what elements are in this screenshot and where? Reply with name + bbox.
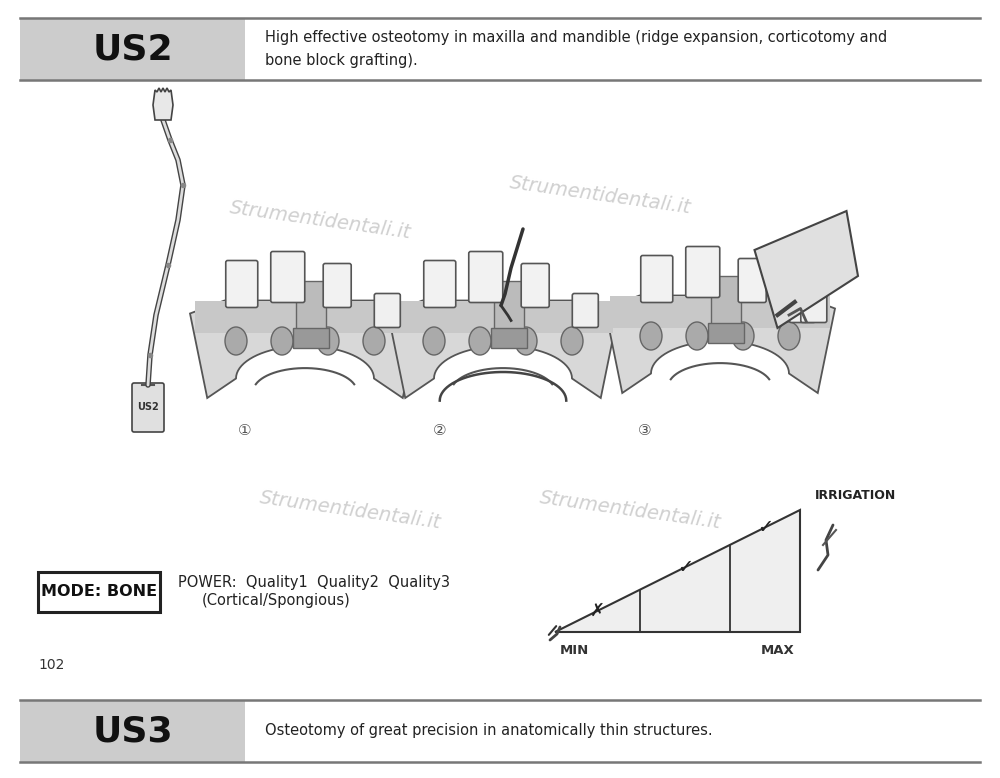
FancyBboxPatch shape <box>801 283 827 323</box>
Text: MAX: MAX <box>761 644 795 657</box>
FancyBboxPatch shape <box>521 264 549 307</box>
FancyBboxPatch shape <box>271 251 305 303</box>
Ellipse shape <box>561 327 583 355</box>
FancyBboxPatch shape <box>132 383 164 432</box>
FancyBboxPatch shape <box>323 264 351 307</box>
Ellipse shape <box>778 322 800 350</box>
Ellipse shape <box>271 327 293 355</box>
Text: Strumentidentali.it: Strumentidentali.it <box>258 488 442 532</box>
FancyBboxPatch shape <box>38 572 160 612</box>
FancyBboxPatch shape <box>610 296 830 328</box>
Text: IRRIGATION: IRRIGATION <box>815 489 896 502</box>
FancyBboxPatch shape <box>572 293 598 328</box>
FancyBboxPatch shape <box>494 281 524 335</box>
Text: MODE: BONE: MODE: BONE <box>41 584 157 600</box>
Text: POWER:  Quality1  Quality2  Quality3: POWER: Quality1 Quality2 Quality3 <box>178 574 450 590</box>
FancyBboxPatch shape <box>424 261 456 307</box>
FancyBboxPatch shape <box>195 300 415 333</box>
FancyBboxPatch shape <box>20 18 245 80</box>
Text: Osteotomy of great precision in anatomically thin structures.: Osteotomy of great precision in anatomic… <box>265 724 713 738</box>
Text: ✓: ✓ <box>757 518 773 537</box>
Ellipse shape <box>225 327 247 355</box>
Text: US2: US2 <box>92 32 173 66</box>
Ellipse shape <box>469 327 491 355</box>
FancyBboxPatch shape <box>296 281 326 335</box>
Text: ✓: ✓ <box>677 558 693 576</box>
Text: ✗: ✗ <box>590 602 605 620</box>
Text: Strumentidentali.it: Strumentidentali.it <box>508 173 692 217</box>
Polygon shape <box>153 88 173 120</box>
FancyBboxPatch shape <box>789 289 815 323</box>
Text: MIN: MIN <box>560 644 589 657</box>
Text: US3: US3 <box>92 714 173 748</box>
FancyBboxPatch shape <box>226 261 258 307</box>
Polygon shape <box>190 300 420 398</box>
Text: Strumentidentali.it: Strumentidentali.it <box>538 488 722 532</box>
Text: ①: ① <box>238 422 252 437</box>
Ellipse shape <box>686 322 708 350</box>
Polygon shape <box>388 300 618 398</box>
Text: High effective osteotomy in maxilla and mandible (ridge expansion, corticotomy a: High effective osteotomy in maxilla and … <box>265 30 887 68</box>
FancyBboxPatch shape <box>469 251 503 303</box>
Ellipse shape <box>640 322 662 350</box>
Text: ②: ② <box>433 422 447 437</box>
FancyBboxPatch shape <box>20 700 245 762</box>
Polygon shape <box>605 296 835 393</box>
Text: Strumentidentali.it: Strumentidentali.it <box>228 198 412 242</box>
Ellipse shape <box>423 327 445 355</box>
FancyBboxPatch shape <box>393 300 613 333</box>
Polygon shape <box>555 510 800 632</box>
FancyBboxPatch shape <box>245 18 980 80</box>
Text: ③: ③ <box>638 422 652 437</box>
Ellipse shape <box>732 322 754 350</box>
FancyBboxPatch shape <box>491 328 527 348</box>
Text: 102: 102 <box>38 658 64 672</box>
Ellipse shape <box>515 327 537 355</box>
Text: (Cortical/Spongious): (Cortical/Spongious) <box>202 593 351 608</box>
Ellipse shape <box>363 327 385 355</box>
FancyBboxPatch shape <box>293 328 329 348</box>
FancyBboxPatch shape <box>738 258 766 303</box>
FancyBboxPatch shape <box>374 293 400 328</box>
FancyBboxPatch shape <box>245 700 980 762</box>
FancyBboxPatch shape <box>686 247 720 297</box>
Text: US2: US2 <box>137 402 159 412</box>
Polygon shape <box>755 211 858 328</box>
FancyBboxPatch shape <box>708 323 744 343</box>
FancyBboxPatch shape <box>641 255 673 303</box>
FancyBboxPatch shape <box>711 275 741 331</box>
Ellipse shape <box>317 327 339 355</box>
